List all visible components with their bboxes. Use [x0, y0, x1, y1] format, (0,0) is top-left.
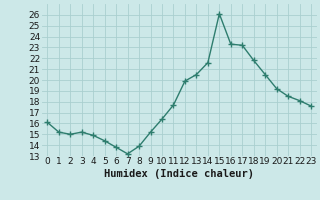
- X-axis label: Humidex (Indice chaleur): Humidex (Indice chaleur): [104, 169, 254, 179]
